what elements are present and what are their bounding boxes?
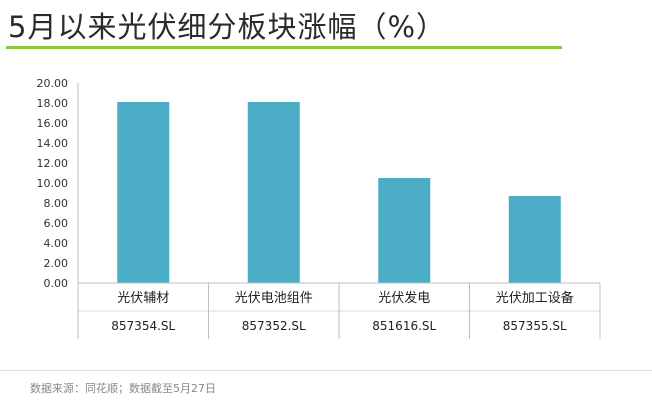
x-category-label: 光伏发电 xyxy=(378,290,430,306)
data-source-note: 数据来源：同花顺；数据截至5月27日 xyxy=(30,382,216,395)
x-category-label: 光伏电池组件 xyxy=(235,291,313,306)
footer-divider xyxy=(0,370,652,371)
y-tick-label: 4.00 xyxy=(44,237,69,250)
y-tick-label: 0.00 xyxy=(44,277,69,290)
chart-title: 5月以来光伏细分板块涨幅（%） xyxy=(8,10,447,44)
bar-chart: 0.00 2.00 4.00 6.00 8.00 10.00 12.00 14.00 16.00… xyxy=(37,77,601,339)
x-category-label: 光伏辅材 xyxy=(117,291,169,306)
y-tick-label: 14.00 xyxy=(37,137,69,150)
x-category-code: 851616.SL xyxy=(372,319,436,333)
bar xyxy=(508,196,561,283)
y-tick-label: 2.00 xyxy=(44,257,69,270)
y-tick-label: 18.00 xyxy=(37,97,69,110)
x-category-code: 857352.SL xyxy=(242,319,306,333)
y-tick-label: 10.00 xyxy=(37,177,69,190)
x-category-code: 857355.SL xyxy=(503,319,567,333)
x-category-code: 857354.SL xyxy=(111,319,175,333)
bar xyxy=(378,178,431,283)
y-tick-label: 16.00 xyxy=(37,117,69,130)
title-underline xyxy=(6,46,562,49)
x-category-label: 光伏加工设备 xyxy=(496,290,574,306)
y-tick-label: 20.00 xyxy=(37,77,69,90)
bar xyxy=(247,102,300,283)
y-tick-label: 8.00 xyxy=(44,197,69,210)
y-tick-label: 6.00 xyxy=(44,217,69,230)
bar xyxy=(117,102,170,283)
y-tick-label: 12.00 xyxy=(37,157,69,170)
